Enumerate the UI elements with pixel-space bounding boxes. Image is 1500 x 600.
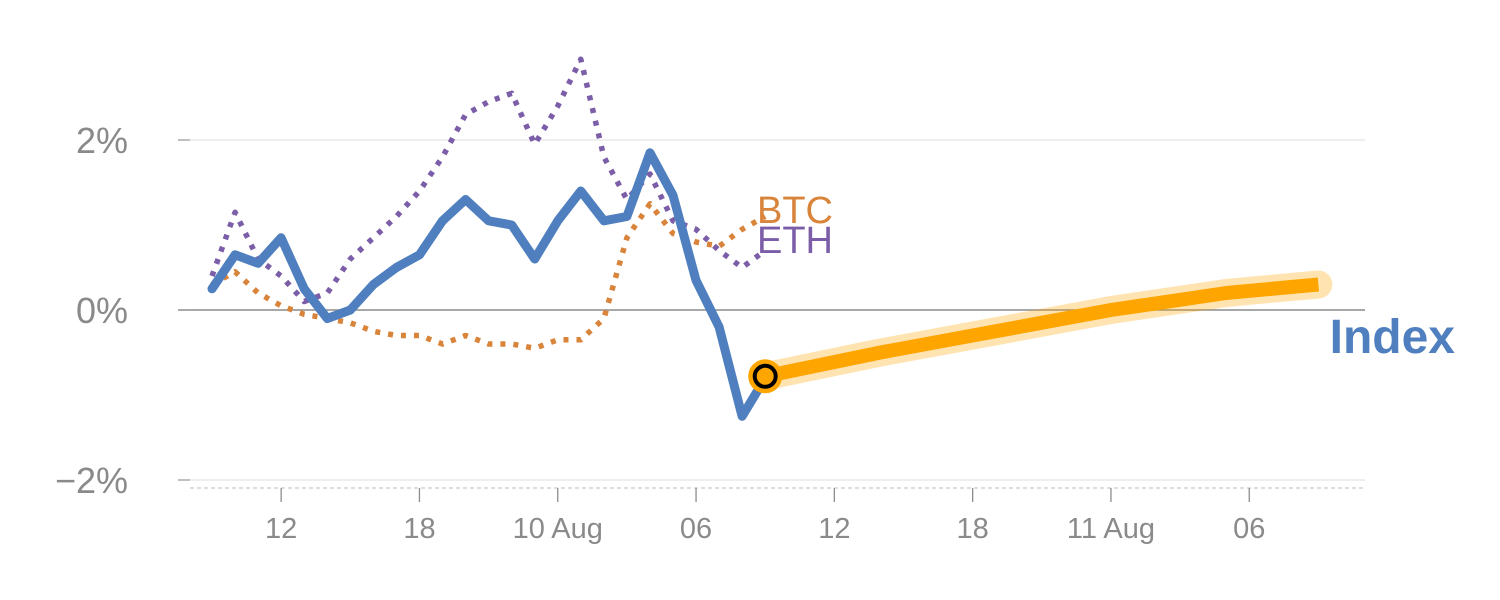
x-tick-label: 12 — [818, 513, 850, 545]
series — [207, 56, 1333, 421]
y-tick-label: −2% — [55, 460, 128, 501]
grid — [178, 139, 1365, 481]
x-tick-label: 10 Aug — [513, 513, 603, 545]
series-label-btc: BTC — [757, 190, 833, 232]
x-tick-label: 12 — [265, 513, 297, 545]
series-label-eth: ETH — [757, 220, 833, 262]
projection-line — [763, 277, 1320, 384]
series-label-index: Index — [1330, 311, 1456, 364]
x-tick-label: 06 — [1233, 513, 1265, 545]
x-tick-label: 06 — [680, 513, 712, 545]
x-tick-label: 11 Aug — [1067, 513, 1155, 545]
series-line-index — [207, 148, 770, 421]
x-tick-label: 18 — [957, 513, 989, 545]
current-point-marker-ring — [752, 363, 778, 389]
y-tick-label: 2% — [76, 120, 128, 161]
series-line-eth — [209, 56, 767, 305]
series-line-btc — [210, 201, 767, 352]
x-tick-label: 18 — [403, 513, 435, 545]
axes: 2% 0% −2% 12 18 10 Aug 06 12 18 11 Aug 06 — [55, 120, 1365, 545]
y-tick-label: 0% — [76, 290, 128, 331]
